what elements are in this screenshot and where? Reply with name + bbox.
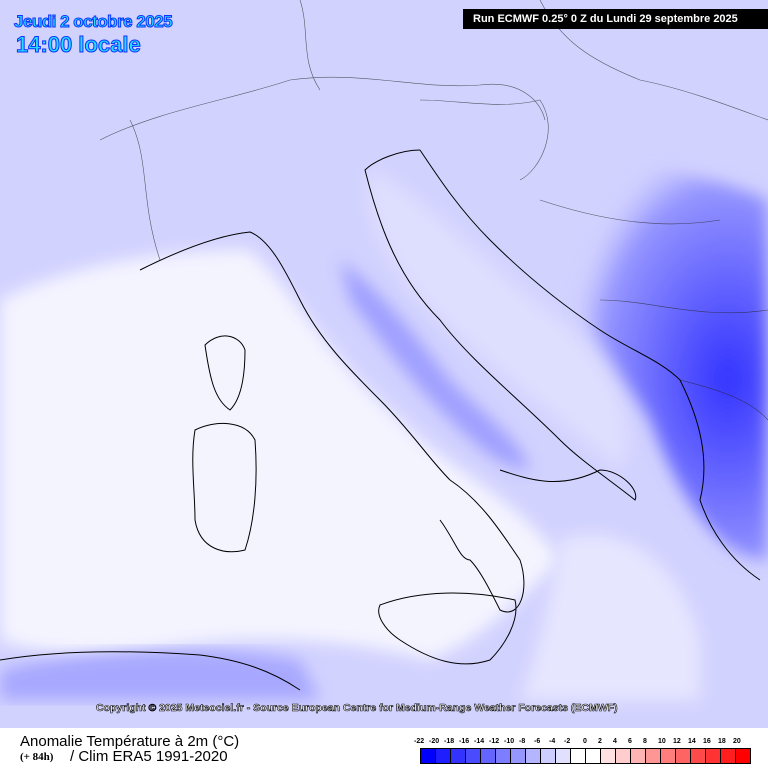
legend-swatch bbox=[601, 749, 616, 763]
legend-swatch bbox=[661, 749, 676, 763]
lead-time: (+ 84h) bbox=[20, 751, 54, 763]
parameter-title: Anomalie Température à 2m (°C) bbox=[20, 733, 240, 750]
legend-tick-label: 0 bbox=[583, 738, 587, 745]
legend-swatch bbox=[631, 749, 646, 763]
legend-tick-label: -4 bbox=[549, 738, 556, 745]
legend-swatch bbox=[466, 749, 481, 763]
climatology-label: / Clim ERA5 1991-2020 bbox=[70, 748, 228, 765]
legend-swatch bbox=[481, 749, 496, 763]
legend-swatch bbox=[496, 749, 511, 763]
legend-tick-label: -14 bbox=[474, 738, 485, 745]
legend-tick-label: 10 bbox=[658, 738, 666, 745]
legend-swatch bbox=[511, 749, 526, 763]
adriatic-area bbox=[367, 170, 628, 470]
legend-swatch bbox=[706, 749, 721, 763]
apennines-cold-area bbox=[340, 260, 530, 470]
legend-swatch bbox=[451, 749, 466, 763]
legend-tick-label: -22 bbox=[414, 738, 425, 745]
legend-tick-label: 18 bbox=[718, 738, 726, 745]
legend-tick-label: 8 bbox=[643, 738, 647, 745]
legend-swatch bbox=[586, 749, 601, 763]
legend-tick-label: -20 bbox=[429, 738, 440, 745]
legend-swatch bbox=[616, 749, 631, 763]
legend-tick-label: 20 bbox=[733, 738, 741, 745]
legend-tick-label: 6 bbox=[628, 738, 632, 745]
legend-tick-labels: -22 -20 -18 -16 -14 -12 -10 -8 -6 -4 -2 0 2 4 6 8 10 12 14… bbox=[413, 738, 768, 748]
legend-tick-label: -2 bbox=[564, 738, 571, 745]
forecast-date: Jeudi 2 octobre 2025 bbox=[13, 12, 173, 32]
temperature-anomaly-map bbox=[0, 0, 768, 728]
forecast-time: 14:00 locale bbox=[16, 32, 142, 58]
borders bbox=[99, 0, 768, 421]
legend-swatch bbox=[541, 749, 556, 763]
tyrrhenian-sea-area bbox=[0, 250, 560, 660]
legend-swatch bbox=[676, 749, 691, 763]
legend-swatch bbox=[571, 749, 586, 763]
legend-swatch bbox=[736, 749, 750, 763]
legend-swatch bbox=[721, 749, 736, 763]
legend-swatch bbox=[646, 749, 661, 763]
legend-tick-label: 4 bbox=[613, 738, 617, 745]
legend-tick-label: -12 bbox=[489, 738, 500, 745]
legend-swatch bbox=[556, 749, 571, 763]
legend-tick-label: 2 bbox=[598, 738, 602, 745]
copyright-notice: Copyright © 2025 Meteociel.fr - Source E… bbox=[96, 702, 618, 715]
balkans-cold-area bbox=[500, 157, 768, 561]
legend-swatch bbox=[691, 749, 706, 763]
ionian-sea-area bbox=[520, 534, 700, 700]
legend-swatch bbox=[526, 749, 541, 763]
coastlines bbox=[0, 149, 761, 691]
model-run-label: Run ECMWF 0.25° 0 Z du Lundi 29 septembr… bbox=[463, 9, 768, 29]
legend-tick-label: -16 bbox=[459, 738, 470, 745]
legend-tick-label: 12 bbox=[673, 738, 681, 745]
legend-tick-label: -8 bbox=[519, 738, 526, 745]
legend-tick-label: 14 bbox=[688, 738, 696, 745]
legend-tick-label: -10 bbox=[504, 738, 515, 745]
legend-tick-label: 16 bbox=[703, 738, 711, 745]
north-africa-cold-area bbox=[0, 649, 320, 700]
legend-tick-label: -18 bbox=[444, 738, 455, 745]
legend-swatch bbox=[421, 749, 436, 763]
color-legend bbox=[420, 748, 751, 764]
legend-tick-label: -6 bbox=[534, 738, 541, 745]
legend-swatch bbox=[436, 749, 451, 763]
